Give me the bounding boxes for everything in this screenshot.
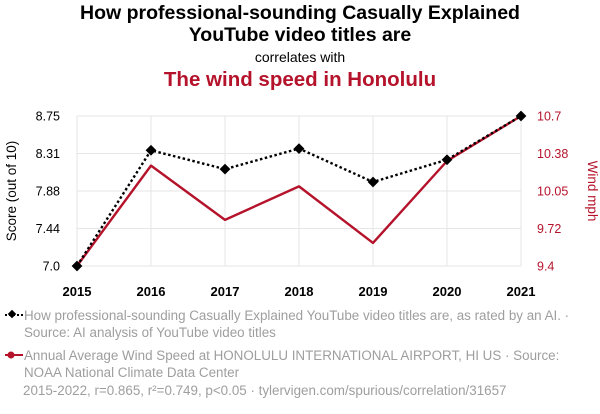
gridlines (76, 115, 522, 267)
chart-subtitle: correlates with (254, 49, 346, 65)
chart-title-line: How professional-sounding Casually Expla… (80, 2, 520, 24)
data-point-score (219, 163, 231, 175)
data-point-score (441, 154, 453, 166)
y-tick-label-right: 10.05 (537, 185, 568, 199)
legend-entry-score: How professional-sounding Casually Expla… (4, 307, 596, 341)
x-tick-label: 2017 (211, 284, 240, 299)
legend-swatch-score (5, 309, 23, 319)
data-point-score (293, 143, 305, 154)
x-tick-label: 2016 (137, 284, 166, 299)
chart-title-secondary: The wind speed in Honolulu (163, 68, 437, 91)
y-tick-label-left: 7.44 (36, 222, 60, 236)
y-tick-label-left: 7.88 (36, 185, 60, 199)
chart-title-line: YouTube video titles are (188, 24, 412, 46)
x-tick-label: 2015 (63, 284, 92, 299)
y-axis-title-left: Score (out of 10) (4, 141, 19, 242)
chart-footer: 2015-2022, r=0.865, r²=0.749, p<0.05 · t… (23, 383, 507, 398)
legend-label-score: How professional-sounding Casually Expla… (24, 308, 570, 340)
y-tick-label-right: 9.4 (537, 260, 554, 274)
plot-area (71, 110, 527, 272)
y-tick-label-left: 8.75 (36, 110, 60, 124)
chart-title: How professional-sounding Casually Expla… (0, 2, 600, 46)
legend-entry-wind: Annual Average Wind Speed at HONOLULU IN… (4, 347, 596, 381)
data-point-score (515, 110, 527, 122)
y-axis-title-right: Wind mph (585, 161, 600, 222)
x-tick-label: 2018 (285, 284, 314, 299)
chart-title-text: How professional-sounding Casually Expla… (0, 2, 600, 46)
data-point-score (367, 176, 379, 188)
x-tick-label: 2021 (507, 284, 536, 299)
y-tick-label-right: 10.7 (537, 110, 561, 124)
axes: 7.0 9.4 7.44 9.72 7.88 10.05 8.31 10.38 8.75 10.7… (4, 110, 600, 300)
y-tick-label-left: 7.0 (43, 260, 60, 274)
y-tick-label-right: 9.72 (537, 222, 561, 236)
y-tick-label-left: 8.31 (36, 147, 60, 161)
x-tick-label: 2020 (433, 284, 462, 299)
x-tick-label: 2019 (359, 284, 388, 299)
y-tick-label-right: 10.38 (537, 147, 568, 161)
legend-label-wind: Annual Average Wind Speed at HONOLULU IN… (24, 348, 560, 380)
legend-swatch-wind (5, 351, 23, 359)
data-point-score (145, 144, 157, 156)
